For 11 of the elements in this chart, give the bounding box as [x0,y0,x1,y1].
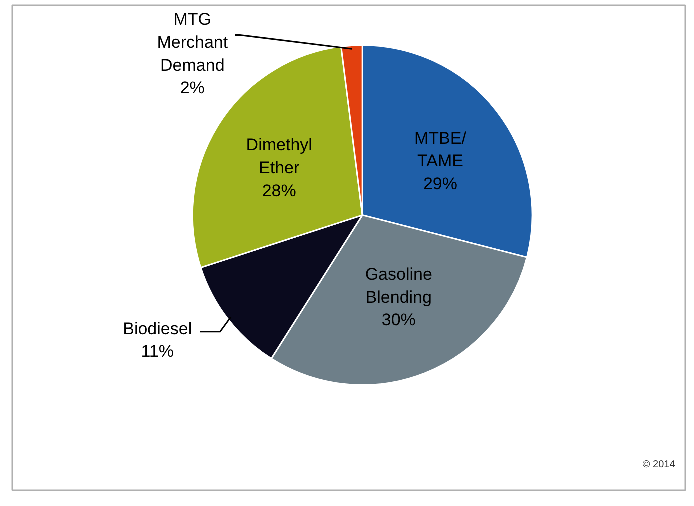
slice-label: MTG Merchant Demand [157,10,228,75]
data-label: 28% [262,181,296,200]
text: © 2014 [642,460,676,471]
data-label: 30% [382,310,416,330]
slice-label: Dimethyl Ether [246,136,312,178]
slice-label: MTBE/TAME [414,128,467,171]
slice-label: Gasoline Blending [365,265,432,307]
data-label: 2% [180,78,205,98]
data-label: 29% [423,174,458,194]
slice-label: Biodiesel [123,319,192,338]
data-label: 11% [141,342,174,362]
